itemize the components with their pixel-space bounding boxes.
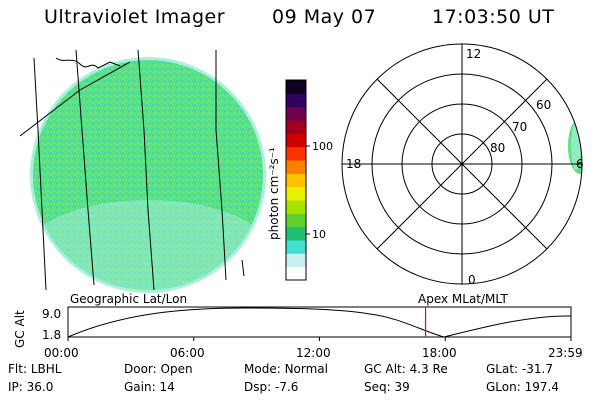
geographic-image-panel — [20, 50, 266, 293]
status-seq: Seq: 39 — [364, 380, 410, 394]
status-glon: GLon: 197.4 — [486, 380, 559, 394]
mlt-label-18: 18 — [346, 157, 361, 171]
colorbar-band — [286, 80, 306, 94]
longitude-lines — [20, 50, 245, 290]
status-flt: Flt: LBHL — [8, 362, 62, 376]
uv-disk — [33, 60, 263, 290]
mlat-label-80: 80 — [490, 141, 505, 155]
colorbar-band — [286, 240, 306, 254]
colorbar-band — [286, 93, 306, 108]
orbit-y-tick-1.8: 1.8 — [42, 328, 61, 342]
colorbar-band — [286, 266, 306, 281]
colorbar-band — [286, 253, 306, 268]
colorbar-tick-label-10: 10 — [312, 228, 326, 241]
mlat-label-60: 60 — [536, 98, 551, 112]
orbit-x-tick-1800: 18:00 — [422, 346, 457, 360]
status-gc-alt: GC Alt: 4.3 Re — [364, 362, 448, 376]
status-mode: Mode: Normal — [244, 362, 328, 376]
colorbar-band — [286, 160, 306, 174]
geographic-panel-label: Geographic Lat/Lon — [70, 292, 188, 306]
status-ip: IP: 36.0 — [8, 380, 54, 394]
status-glat: GLat: -31.7 — [486, 362, 553, 376]
colorbar-band — [286, 186, 306, 201]
orbit-x-tick-0000: 00:00 — [44, 346, 79, 360]
orbit-plot-frame — [67, 306, 572, 338]
orbit-plot-ylabel: GC Alt — [13, 310, 27, 348]
mlt-label-6: 6 — [576, 157, 584, 171]
colorbar-band — [286, 213, 306, 228]
colorbar-band — [286, 106, 306, 121]
status-door: Door: Open — [124, 362, 193, 376]
colorbar-band — [286, 173, 306, 188]
mlat-label-70: 70 — [512, 120, 527, 134]
colorbar-band — [286, 120, 306, 134]
observation-date: 09 May 07 — [272, 6, 377, 28]
altitude-curve — [67, 307, 572, 338]
colorbar-band — [286, 133, 306, 148]
colorbar-band — [286, 146, 306, 161]
mlt-label-12: 12 — [466, 47, 481, 61]
observation-time: 17:03:50 UT — [432, 6, 555, 28]
orbit-altitude-plot: GC Alt 9.0 1.8 00:00 06:00 12:00 18:00 2… — [13, 306, 583, 360]
instrument-title: Ultraviolet Imager — [44, 6, 226, 28]
status-gain: Gain: 14 — [124, 380, 175, 394]
colorbar-band — [286, 226, 306, 241]
colorbar-axis-label: photon cm⁻²s⁻¹ — [267, 147, 281, 240]
polar-panel-label: Apex MLat/MLT — [418, 292, 508, 306]
orbit-x-tick-1200: 12:00 — [296, 346, 331, 360]
orbit-y-tick-9: 9.0 — [42, 307, 61, 321]
mlt-label-0: 0 — [468, 273, 476, 287]
orbit-x-tick-0600: 06:00 — [170, 346, 205, 360]
colorbar-band — [286, 200, 306, 214]
polar-mlat-mlt-panel: 12 18 0 6 60 70 80 — [341, 43, 584, 287]
orbit-x-tick-2359: 23:59 — [548, 346, 583, 360]
mlt-line-diag-2 — [376, 78, 548, 250]
intensity-colorbar: 100 10 photon cm⁻²s⁻¹ — [267, 79, 333, 281]
colorbar-tick-label-100: 100 — [312, 140, 333, 153]
status-dsp: Dsp: -7.6 — [244, 380, 299, 394]
